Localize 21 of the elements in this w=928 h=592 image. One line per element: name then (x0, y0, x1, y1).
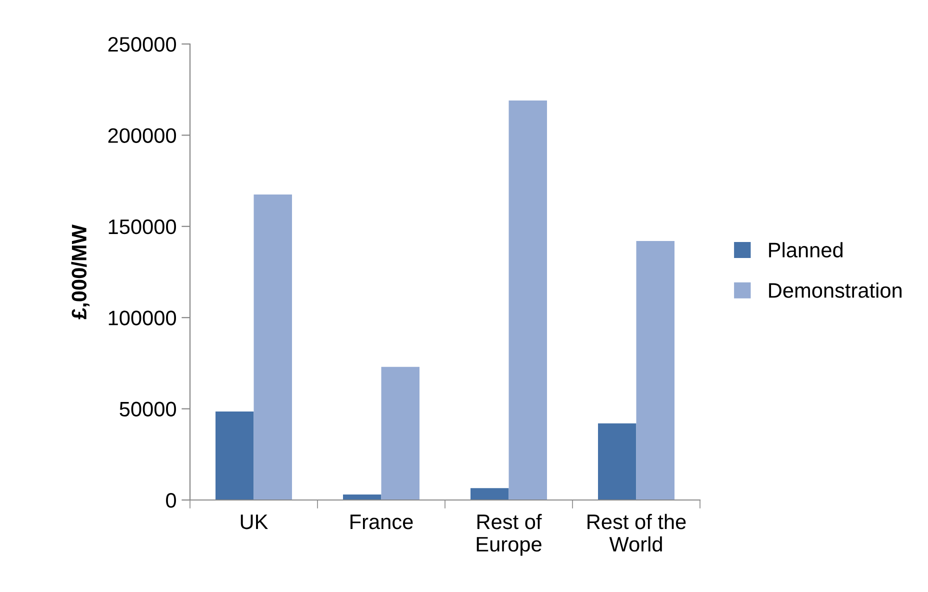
bar (216, 412, 254, 500)
bar (636, 240, 674, 500)
y-tick-label: 50000 (120, 402, 176, 417)
legend-label: Demonstration (769, 282, 902, 298)
x-tick-label: Rest of Europe (476, 514, 542, 556)
bar (508, 100, 547, 500)
y-tick-label: 100000 (108, 310, 176, 326)
bar (343, 494, 382, 500)
bar (381, 366, 420, 500)
bar (254, 194, 292, 500)
legend-label: Planned (769, 242, 842, 258)
y-tick-label: 150000 (108, 219, 176, 234)
y-tick-label: 200000 (108, 128, 176, 143)
x-tick-label: UK (240, 514, 268, 530)
y-tick-label: 0 (166, 493, 176, 508)
bar (470, 488, 509, 500)
x-tick-label: Rest of the World (588, 514, 686, 552)
x-tick-label: France (350, 514, 413, 530)
y-tick-label: 250000 (108, 37, 176, 52)
bar (598, 423, 636, 500)
y-axis-title: £,000/MW (71, 224, 90, 320)
